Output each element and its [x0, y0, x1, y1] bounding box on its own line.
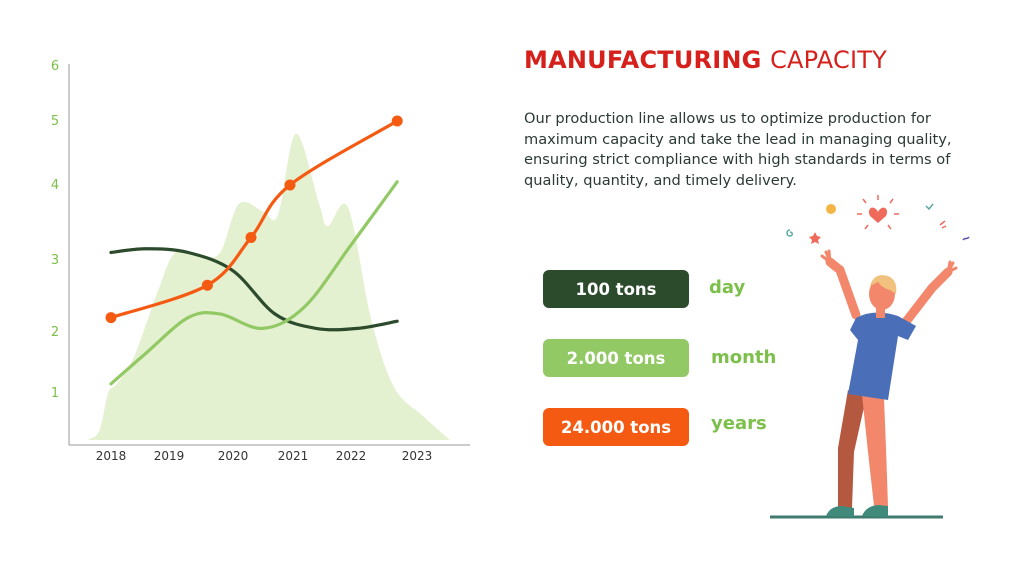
right-leg [862, 395, 888, 506]
description: Our production line allows us to optimiz… [524, 110, 952, 189]
series-2-point-3 [284, 179, 296, 191]
capacity-period-day: day [709, 277, 746, 298]
swirl-icon [786, 229, 793, 237]
title-light: CAPACITY [770, 46, 887, 74]
chart-series-layer [105, 115, 403, 386]
y-tick-label: 6 [51, 59, 59, 74]
left-hand [820, 249, 832, 264]
x-tick-label: 2018 [96, 449, 127, 463]
capacity-pill-years: 24.000 tons [543, 408, 689, 446]
background-area [87, 133, 451, 441]
x-tick-label: 2019 [154, 449, 185, 463]
hair [870, 275, 897, 294]
series-2-point-1 [201, 279, 213, 291]
right-shoe [862, 505, 888, 517]
confetti-icon [939, 220, 947, 229]
smiley-icon [826, 204, 836, 214]
series-2-point-2 [245, 232, 257, 243]
celebration-icons [786, 195, 970, 244]
shirt [848, 312, 916, 400]
star-icon [809, 232, 821, 244]
series-line-0 [109, 247, 399, 332]
capacity-pill-day: 100 tons [543, 270, 689, 308]
right-arm [900, 267, 953, 328]
series-2-point-4 [391, 115, 403, 127]
right-hand [946, 260, 958, 274]
squiggle-icon [962, 236, 970, 241]
chart-area-layer [87, 133, 451, 441]
capacity-chart: 1 2 3 4 5 6 2018 2019 2020 2021 2022 2023 [51, 59, 470, 463]
series-line-1 [109, 180, 399, 386]
heart-icon [868, 207, 888, 223]
capacity-pill-month: 2.000 tons [543, 339, 689, 377]
y-tick-label: 2 [51, 325, 59, 340]
neck [876, 304, 885, 318]
series-2-point-0 [105, 312, 117, 324]
left-shoe [826, 506, 854, 517]
y-tick-label: 3 [51, 253, 59, 268]
title-strong: MANUFACTURING [524, 46, 762, 74]
y-tick-label: 4 [51, 178, 59, 193]
x-tick-label: 2022 [336, 449, 367, 463]
y-tick-label: 5 [51, 114, 59, 129]
check-icon [925, 203, 934, 211]
capacity-period-years: years [711, 413, 767, 434]
section-title: MANUFACTURING CAPACITY [524, 46, 887, 74]
y-tick-label: 1 [51, 386, 59, 401]
cheering-person-illustration [770, 195, 970, 519]
x-tick-label: 2020 [218, 449, 249, 463]
left-arm [825, 257, 861, 320]
heart-rays [857, 195, 899, 230]
chart-axes: 1 2 3 4 5 6 2018 2019 2020 2021 2022 2023 [51, 59, 470, 463]
left-leg [838, 390, 866, 508]
capacity-period-month: month [711, 347, 777, 368]
x-tick-label: 2023 [402, 449, 433, 463]
x-tick-label: 2021 [278, 449, 309, 463]
